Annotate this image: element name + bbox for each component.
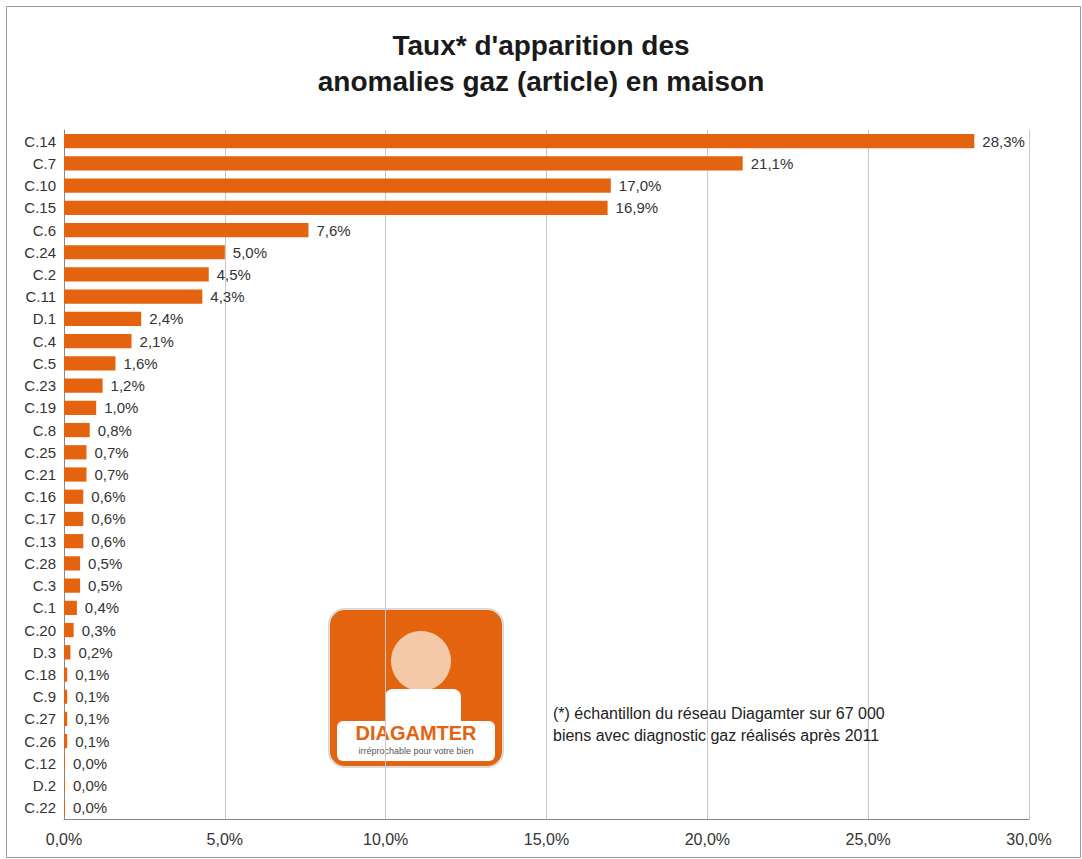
svg-text:7,6%: 7,6%: [316, 222, 350, 239]
svg-text:C.19: C.19: [24, 399, 56, 416]
svg-text:C.27: C.27: [24, 710, 56, 727]
svg-text:D.3: D.3: [33, 644, 56, 661]
svg-text:C.24: C.24: [24, 244, 56, 261]
svg-text:C.14: C.14: [24, 133, 56, 150]
svg-text:C.7: C.7: [33, 155, 56, 172]
svg-text:D.2: D.2: [33, 777, 56, 794]
svg-text:C.2: C.2: [33, 266, 56, 283]
svg-text:0,4%: 0,4%: [85, 599, 119, 616]
svg-text:0,2%: 0,2%: [78, 644, 112, 661]
svg-text:C.22: C.22: [24, 799, 56, 816]
svg-text:0,5%: 0,5%: [88, 555, 122, 572]
svg-text:C.25: C.25: [24, 444, 56, 461]
svg-text:C.18: C.18: [24, 666, 56, 683]
svg-text:C.4: C.4: [33, 333, 56, 350]
svg-text:4,3%: 4,3%: [210, 288, 244, 305]
svg-text:C.9: C.9: [33, 688, 56, 705]
svg-text:0,1%: 0,1%: [75, 733, 109, 750]
svg-text:2,4%: 2,4%: [149, 310, 183, 327]
svg-text:2,1%: 2,1%: [140, 333, 174, 350]
svg-text:0,5%: 0,5%: [88, 577, 122, 594]
svg-text:C.6: C.6: [33, 222, 56, 239]
svg-text:(*) échantillon du réseau Diag: (*) échantillon du réseau Diagamter sur …: [553, 705, 889, 722]
svg-text:5,0%: 5,0%: [207, 831, 243, 848]
svg-text:irréprochable pour votre bien: irréprochable pour votre bien: [358, 746, 473, 756]
svg-text:D.1: D.1: [33, 310, 56, 327]
svg-text:21,1%: 21,1%: [751, 155, 794, 172]
svg-text:C.1: C.1: [33, 599, 56, 616]
svg-text:0,0%: 0,0%: [73, 777, 107, 794]
svg-text:0,8%: 0,8%: [98, 422, 132, 439]
svg-text:biens avec diagnostic gaz réal: biens avec diagnostic gaz réalisés après…: [553, 727, 879, 744]
svg-text:C.8: C.8: [33, 422, 56, 439]
svg-text:C.20: C.20: [24, 622, 56, 639]
svg-text:0,7%: 0,7%: [95, 444, 129, 461]
svg-text:0,0%: 0,0%: [73, 755, 107, 772]
svg-text:C.26: C.26: [24, 733, 56, 750]
svg-text:1,2%: 1,2%: [111, 377, 145, 394]
svg-text:15,0%: 15,0%: [524, 831, 569, 848]
svg-text:17,0%: 17,0%: [619, 177, 662, 194]
svg-text:4,5%: 4,5%: [217, 266, 251, 283]
svg-text:1,6%: 1,6%: [123, 355, 157, 372]
svg-text:0,6%: 0,6%: [91, 510, 125, 527]
svg-text:C.13: C.13: [24, 533, 56, 550]
svg-text:C.10: C.10: [24, 177, 56, 194]
svg-text:C.23: C.23: [24, 377, 56, 394]
svg-text:0,6%: 0,6%: [91, 488, 125, 505]
svg-text:0,1%: 0,1%: [75, 666, 109, 683]
svg-text:C.21: C.21: [24, 466, 56, 483]
svg-text:0,0%: 0,0%: [73, 799, 107, 816]
svg-text:C.11: C.11: [25, 288, 56, 305]
svg-text:0,0%: 0,0%: [46, 831, 82, 848]
svg-text:0,1%: 0,1%: [75, 710, 109, 727]
svg-text:5,0%: 5,0%: [233, 244, 267, 261]
svg-text:C.17: C.17: [24, 510, 56, 527]
svg-text:0,6%: 0,6%: [91, 533, 125, 550]
svg-text:0,7%: 0,7%: [95, 466, 129, 483]
svg-text:Taux* d'apparition des: Taux* d'apparition des: [392, 30, 689, 61]
svg-text:25,0%: 25,0%: [845, 831, 890, 848]
svg-text:28,3%: 28,3%: [982, 133, 1025, 150]
svg-text:20,0%: 20,0%: [685, 831, 730, 848]
svg-text:C.15: C.15: [24, 199, 56, 216]
svg-text:C.3: C.3: [33, 577, 56, 594]
svg-text:anomalies gaz (article) en mai: anomalies gaz (article) en maison: [318, 66, 765, 97]
svg-text:16,9%: 16,9%: [616, 199, 659, 216]
svg-text:C.5: C.5: [33, 355, 56, 372]
svg-text:1,0%: 1,0%: [104, 399, 138, 416]
svg-text:C.16: C.16: [24, 488, 56, 505]
svg-text:C.12: C.12: [24, 755, 56, 772]
svg-text:10,0%: 10,0%: [363, 831, 408, 848]
svg-text:0,3%: 0,3%: [82, 622, 116, 639]
svg-text:0,1%: 0,1%: [75, 688, 109, 705]
svg-text:30,0%: 30,0%: [1006, 831, 1051, 848]
svg-text:DIAGAMTER: DIAGAMTER: [355, 722, 477, 744]
svg-text:C.28: C.28: [24, 555, 56, 572]
